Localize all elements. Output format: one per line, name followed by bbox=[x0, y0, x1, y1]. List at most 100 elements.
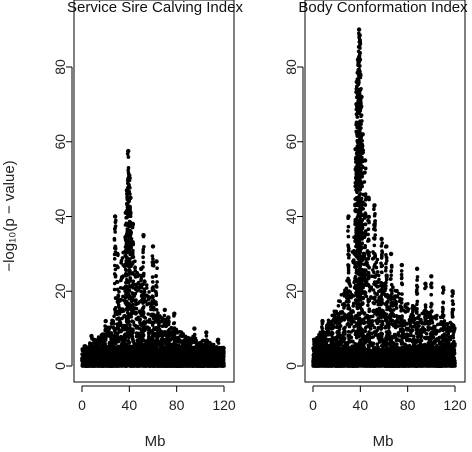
data-point bbox=[104, 352, 108, 357]
data-point bbox=[126, 339, 131, 343]
panel-title: Service Sire Calving Index bbox=[67, 0, 243, 16]
data-point bbox=[160, 337, 165, 342]
data-point bbox=[124, 280, 128, 285]
data-point bbox=[124, 241, 129, 246]
data-point bbox=[113, 307, 117, 312]
data-point bbox=[141, 247, 145, 252]
data-point bbox=[131, 260, 135, 265]
data-point bbox=[115, 317, 119, 321]
data-point bbox=[147, 330, 151, 335]
data-point bbox=[130, 225, 135, 230]
data-point bbox=[139, 356, 144, 361]
data-point bbox=[124, 233, 129, 238]
data-point bbox=[151, 305, 156, 310]
data-point bbox=[113, 224, 118, 228]
data-point bbox=[112, 354, 117, 359]
data-point bbox=[172, 356, 176, 360]
peak-point bbox=[150, 244, 156, 249]
x-tick-label: 120 bbox=[212, 397, 236, 413]
data-point bbox=[89, 349, 94, 354]
data-point bbox=[123, 236, 128, 241]
data-point bbox=[103, 342, 107, 347]
data-point bbox=[141, 305, 146, 309]
data-point bbox=[210, 350, 214, 354]
data-point bbox=[120, 328, 125, 332]
peak-point bbox=[112, 214, 118, 219]
data-point bbox=[133, 266, 137, 270]
data-point bbox=[154, 274, 158, 279]
data-point bbox=[119, 260, 123, 265]
data-point bbox=[166, 347, 170, 352]
data-point bbox=[130, 327, 135, 332]
data-point bbox=[97, 348, 102, 352]
data-point bbox=[151, 295, 155, 300]
data-point bbox=[211, 343, 216, 348]
data-point bbox=[128, 344, 132, 349]
data-point bbox=[168, 358, 173, 363]
data-point bbox=[151, 257, 155, 261]
data-point bbox=[150, 361, 155, 366]
data-point bbox=[82, 351, 86, 356]
data-point bbox=[155, 345, 159, 350]
data-point bbox=[131, 251, 135, 255]
data-point bbox=[131, 364, 135, 368]
data-point bbox=[131, 296, 135, 301]
data-point bbox=[125, 201, 129, 206]
data-point bbox=[188, 336, 193, 341]
peak-point bbox=[115, 251, 120, 257]
data-point bbox=[150, 254, 155, 258]
data-point bbox=[219, 359, 224, 364]
peak-point bbox=[124, 188, 130, 193]
data-point bbox=[145, 339, 150, 343]
data-point bbox=[154, 327, 158, 332]
data-point bbox=[154, 290, 158, 294]
data-point bbox=[133, 355, 138, 359]
data-point bbox=[198, 343, 202, 347]
data-point bbox=[145, 359, 150, 364]
peak-point bbox=[172, 311, 177, 316]
data-point bbox=[128, 276, 133, 280]
data-point bbox=[136, 315, 140, 320]
data-point bbox=[115, 280, 120, 284]
data-points bbox=[311, 27, 457, 368]
data-point bbox=[139, 277, 143, 281]
data-point bbox=[204, 360, 209, 365]
data-point bbox=[134, 311, 139, 315]
data-point bbox=[119, 334, 123, 339]
data-point bbox=[207, 340, 212, 345]
data-point bbox=[123, 254, 127, 258]
data-point bbox=[109, 321, 114, 326]
data-point bbox=[180, 341, 185, 345]
data-point bbox=[128, 307, 133, 312]
data-point bbox=[161, 363, 166, 368]
data-point bbox=[163, 350, 167, 355]
data-point bbox=[139, 273, 144, 278]
data-point bbox=[195, 364, 200, 368]
data-point bbox=[135, 324, 140, 329]
data-point bbox=[186, 360, 190, 365]
data-point bbox=[115, 287, 120, 292]
data-point bbox=[109, 355, 113, 360]
data-point bbox=[128, 323, 132, 327]
data-point bbox=[155, 285, 159, 289]
data-point bbox=[171, 363, 175, 368]
data-point bbox=[108, 333, 113, 337]
data-point bbox=[150, 301, 155, 305]
data-point bbox=[163, 322, 168, 326]
data-point bbox=[149, 320, 153, 325]
data-point bbox=[141, 255, 145, 259]
data-point bbox=[98, 362, 102, 366]
data-point bbox=[181, 334, 186, 338]
data-point bbox=[166, 343, 171, 348]
data-point bbox=[172, 331, 177, 335]
data-point bbox=[172, 321, 177, 325]
data-point bbox=[157, 340, 161, 344]
data-point bbox=[139, 322, 143, 326]
data-point bbox=[213, 347, 217, 352]
data-point bbox=[127, 348, 132, 353]
data-point bbox=[130, 291, 134, 295]
data-point bbox=[115, 358, 120, 362]
data-point bbox=[124, 268, 129, 273]
data-point bbox=[128, 214, 133, 218]
data-point bbox=[139, 289, 143, 294]
